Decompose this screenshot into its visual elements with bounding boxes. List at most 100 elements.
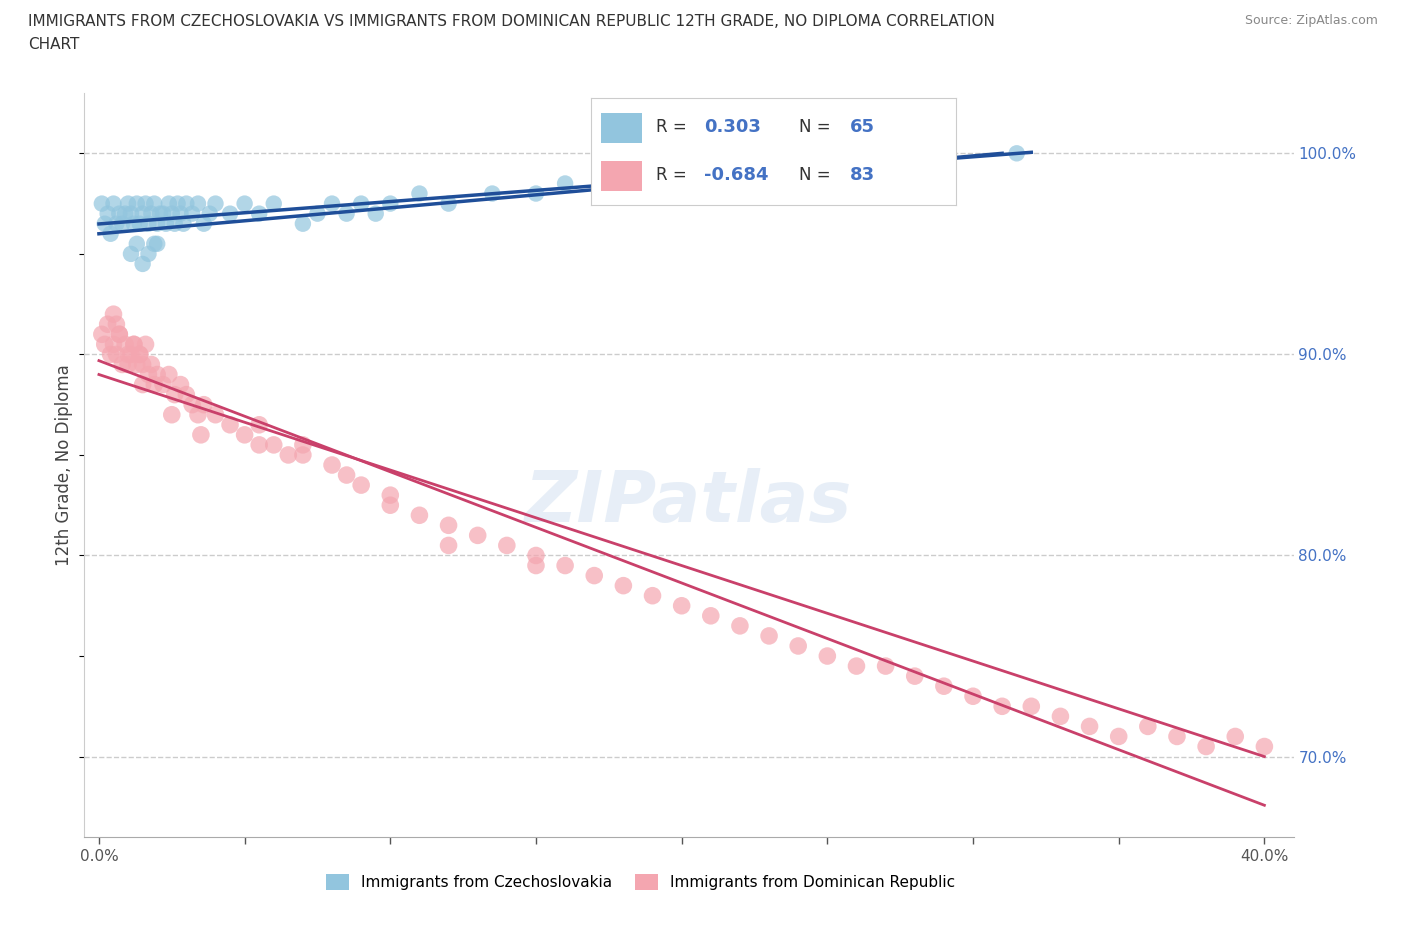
Point (108, 206, 131, 221)
Y-axis label: 12th Grade, No Diploma: 12th Grade, No Diploma (55, 365, 73, 565)
Point (131, 357, 153, 372)
Point (141, 357, 163, 372)
Point (991, 698, 1014, 713)
Point (1166, 729, 1188, 744)
Point (495, 538, 517, 552)
Point (380, 498, 402, 512)
Point (94, 337, 117, 352)
Point (1136, 719, 1159, 734)
Point (108, 326, 131, 341)
Point (90, 196, 112, 211)
Point (169, 378, 191, 392)
Point (932, 156, 955, 171)
FancyBboxPatch shape (602, 113, 641, 142)
Point (904, 669, 927, 684)
Point (111, 357, 134, 372)
Point (1108, 729, 1130, 744)
Point (172, 217, 194, 232)
Point (152, 378, 174, 392)
Point (138, 217, 160, 232)
Point (149, 206, 172, 221)
Text: 83: 83 (851, 166, 875, 183)
Point (321, 196, 343, 211)
Point (135, 196, 157, 211)
Point (100, 347, 122, 362)
Point (114, 337, 136, 352)
Point (1078, 719, 1101, 734)
Point (114, 206, 136, 221)
Point (583, 568, 606, 583)
Point (233, 196, 256, 211)
Point (612, 176, 634, 191)
Point (117, 347, 139, 362)
Point (108, 326, 131, 341)
Point (380, 487, 402, 502)
Point (524, 548, 547, 563)
Point (146, 367, 169, 382)
Point (157, 196, 180, 211)
Point (193, 397, 215, 412)
Point (120, 347, 142, 362)
Text: N =: N = (799, 117, 831, 136)
Point (187, 407, 209, 422)
Legend: Immigrants from Czechoslovakia, Immigrants from Dominican Republic: Immigrants from Czechoslovakia, Immigran… (319, 868, 962, 897)
Text: R =: R = (657, 117, 688, 136)
Point (1195, 739, 1218, 754)
Point (481, 186, 503, 201)
Point (128, 347, 150, 362)
Point (181, 397, 204, 412)
Point (143, 236, 166, 251)
Point (122, 217, 145, 232)
Point (163, 387, 186, 402)
Point (176, 196, 198, 211)
Point (163, 217, 186, 232)
Point (198, 206, 221, 221)
Point (143, 378, 166, 392)
Point (364, 206, 387, 221)
Point (1225, 729, 1247, 744)
Point (122, 337, 145, 352)
Text: Source: ZipAtlas.com: Source: ZipAtlas.com (1244, 14, 1378, 27)
Text: N =: N = (799, 166, 831, 183)
Point (554, 176, 576, 191)
Point (291, 217, 314, 232)
Point (160, 206, 183, 221)
Text: 0.303: 0.303 (704, 117, 761, 136)
Point (166, 196, 188, 211)
Point (291, 447, 314, 462)
Point (94, 217, 117, 232)
Point (169, 206, 191, 221)
Point (105, 217, 128, 232)
Text: IMMIGRANTS FROM CZECHOSLOVAKIA VS IMMIGRANTS FROM DOMINICAN REPUBLIC 12TH GRADE,: IMMIGRANTS FROM CZECHOSLOVAKIA VS IMMIGR… (28, 14, 995, 29)
Point (336, 468, 359, 483)
Point (845, 658, 868, 673)
Point (524, 558, 547, 573)
Point (671, 598, 693, 613)
Point (815, 156, 838, 171)
FancyBboxPatch shape (602, 161, 641, 191)
Point (120, 206, 142, 221)
Point (120, 246, 142, 261)
Point (437, 518, 460, 533)
Point (524, 186, 547, 201)
Text: ZIPatlas: ZIPatlas (526, 468, 852, 537)
Text: CHART: CHART (28, 37, 80, 52)
Point (263, 196, 285, 211)
Point (204, 196, 226, 211)
Point (247, 437, 270, 452)
Point (875, 156, 897, 171)
Point (1019, 698, 1042, 713)
Point (146, 217, 169, 232)
Point (408, 508, 430, 523)
Point (128, 217, 150, 232)
Point (350, 478, 373, 493)
Point (122, 337, 145, 352)
Point (350, 196, 373, 211)
Point (380, 196, 402, 211)
Point (554, 558, 576, 573)
Point (181, 206, 204, 221)
Point (321, 458, 343, 472)
Point (247, 206, 270, 221)
Point (932, 679, 955, 694)
Point (125, 196, 148, 211)
